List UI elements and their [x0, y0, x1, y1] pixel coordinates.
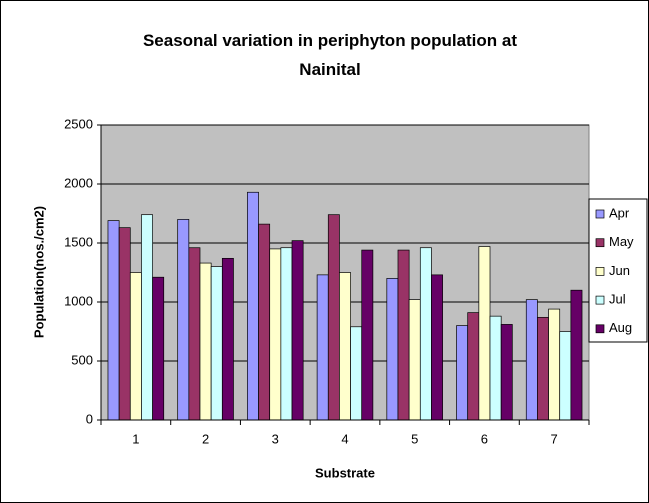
bar [280, 247, 293, 421]
legend-label: Jul [609, 292, 626, 307]
bar [141, 214, 153, 421]
bar [467, 312, 480, 421]
x-tick-label: 7 [551, 431, 558, 446]
bar [537, 316, 549, 421]
bar [570, 289, 583, 421]
legend-label: Aug [609, 320, 632, 335]
y-tick-label: 1000 [64, 293, 93, 308]
x-tick-label: 4 [341, 431, 348, 446]
bar [525, 299, 538, 421]
legend-swatch [595, 267, 605, 276]
legend-swatch [595, 238, 605, 248]
y-tick-label: 500 [71, 352, 93, 367]
bar [291, 240, 304, 421]
bar [199, 262, 212, 421]
bar [431, 274, 443, 421]
legend-label: May [609, 234, 634, 249]
bar [316, 274, 329, 421]
bar [118, 227, 131, 421]
legend-swatch [595, 324, 605, 334]
legend-swatch [595, 209, 605, 219]
bar [221, 257, 234, 421]
bar [397, 249, 410, 421]
bar [188, 247, 201, 421]
bar [247, 191, 259, 421]
legend-label: Apr [609, 205, 630, 220]
bar [269, 248, 282, 421]
x-tick-label: 1 [132, 431, 139, 446]
y-tick-label: 0 [86, 411, 93, 426]
x-tick-label: 6 [481, 431, 488, 446]
x-tick-label: 3 [272, 431, 279, 446]
bar [129, 272, 142, 421]
bar [361, 249, 374, 421]
bar [548, 308, 561, 421]
bar [339, 272, 351, 421]
bar [210, 266, 223, 421]
bar [107, 220, 120, 421]
legend-swatch [595, 295, 605, 305]
x-axis-label: Substrate [315, 465, 375, 480]
bar [258, 223, 271, 421]
bar [419, 247, 432, 421]
bar [489, 315, 502, 421]
bar [350, 326, 363, 421]
bar [408, 299, 421, 421]
x-tick-label: 2 [202, 431, 209, 446]
bar [456, 325, 469, 421]
bar [327, 214, 340, 421]
bar [177, 219, 190, 421]
bar [478, 246, 491, 421]
x-tick-label: 5 [411, 431, 418, 446]
bar [386, 278, 399, 421]
y-axis-label: Population(nos./cm2) [31, 206, 46, 338]
bar [152, 276, 165, 421]
y-tick-label: 2500 [64, 116, 93, 131]
chart-title: Seasonal variation in periphyton populat… [142, 31, 518, 79]
legend-label: Jun [609, 263, 630, 278]
y-tick-label: 1500 [64, 234, 93, 249]
bar [559, 331, 572, 421]
bar [500, 324, 513, 421]
y-tick-label: 2000 [64, 175, 93, 190]
